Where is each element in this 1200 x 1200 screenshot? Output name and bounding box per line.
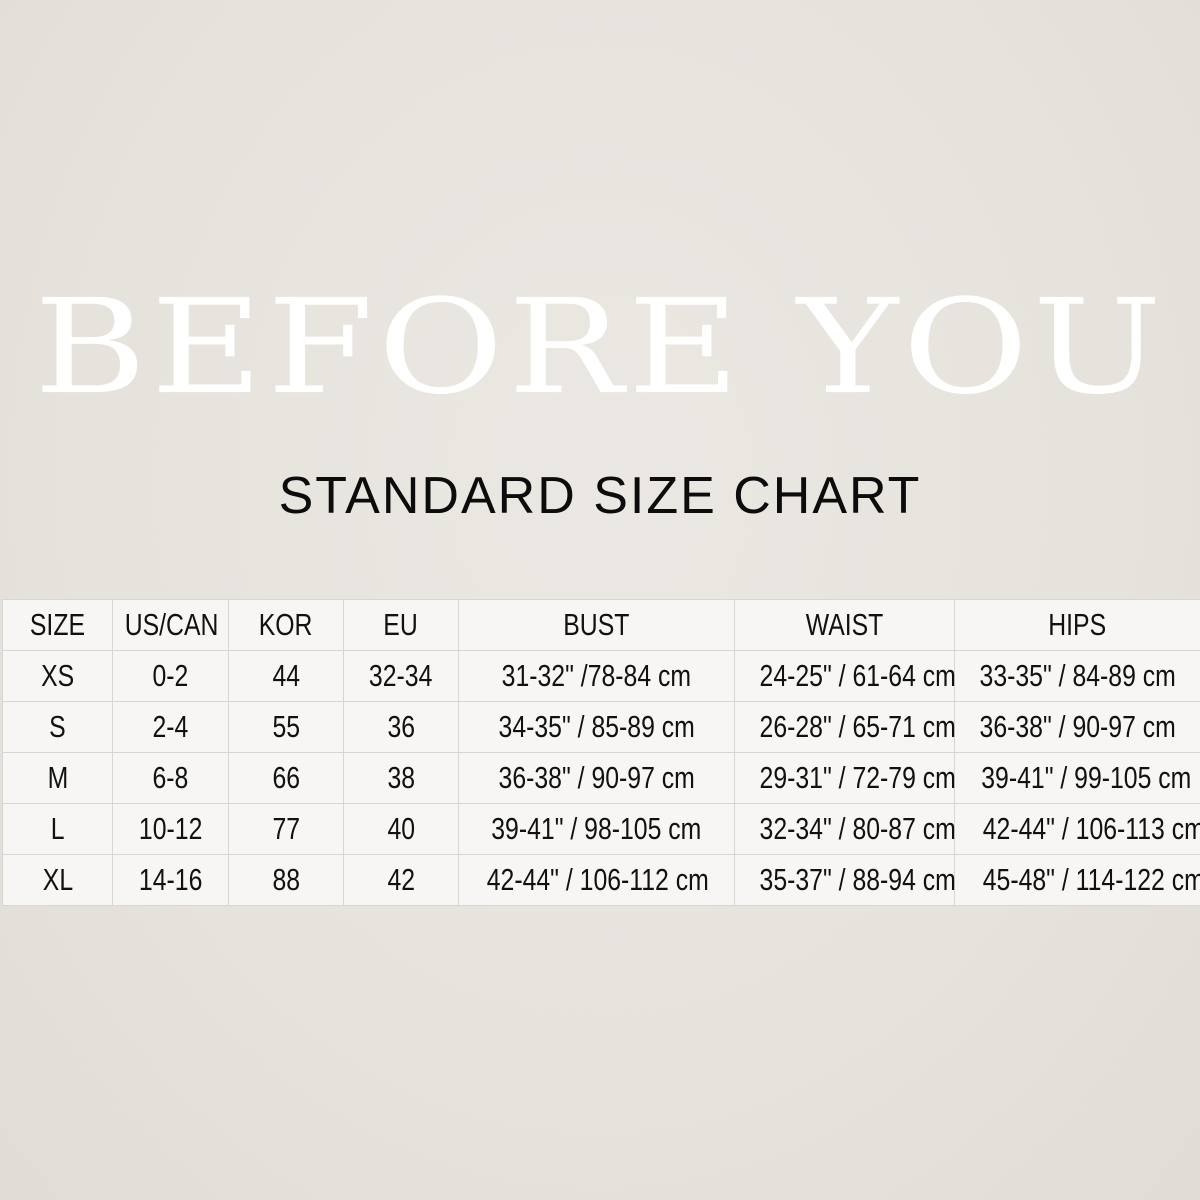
table-cell: 45-48" / 114-122 cm <box>954 854 1200 906</box>
table-cell: 26-28" / 65-71 cm <box>734 701 956 753</box>
cell-text: 32-34 <box>369 658 433 693</box>
brand-logo: BEFORE YOU <box>33 271 1167 424</box>
table-cell: M <box>2 752 113 804</box>
cell-text: 33-35" / 84-89 cm <box>979 658 1176 693</box>
table-cell: 36 <box>343 701 459 753</box>
table-cell: 14-16 <box>112 854 229 906</box>
cell-text: 40 <box>387 811 415 846</box>
table-cell: 40 <box>343 803 459 855</box>
cell-text: 38 <box>387 760 415 795</box>
cell-text: 39-41" / 99-105 cm <box>981 760 1192 795</box>
table-cell: 24-25" / 61-64 cm <box>734 650 956 702</box>
table-cell: 44 <box>228 650 344 702</box>
table-cell: 35-37" / 88-94 cm <box>734 854 956 906</box>
cell-text: 32-34" / 80-87 cm <box>759 811 956 846</box>
cell-text: 0-2 <box>152 658 189 693</box>
cell-text: 26-28" / 65-71 cm <box>759 709 956 744</box>
table-cell: L <box>2 803 113 855</box>
table-cell: 38 <box>343 752 459 804</box>
header-text: HIPS <box>1048 607 1107 642</box>
column-header-bust: BUST <box>458 599 735 651</box>
table-cell: 32-34 <box>343 650 459 702</box>
table-cell: 39-41" / 99-105 cm <box>954 752 1200 804</box>
table-row: XS 0-2 44 32-34 31-32" /78-84 cm 24-25" / 61-… <box>2 650 1200 702</box>
table-header-row: SIZE US/CAN KOR EU BUST WAIST HIPS <box>2 599 1200 651</box>
table-cell: 33-35" / 84-89 cm <box>954 650 1200 702</box>
cell-text: 44 <box>272 658 300 693</box>
cell-text: 29-31" / 72-79 cm <box>759 760 956 795</box>
column-header-waist: WAIST <box>734 599 955 651</box>
table-cell: 10-12 <box>112 803 229 855</box>
cell-text: 36-38" / 90-97 cm <box>979 709 1176 744</box>
table-cell: 39-41" / 98-105 cm <box>458 803 735 855</box>
table-cell: 77 <box>228 803 344 855</box>
cell-text: XL <box>42 862 73 897</box>
table-cell: 6-8 <box>112 752 229 804</box>
page-title: STANDARD SIZE CHART <box>278 467 922 525</box>
table-cell: 29-31" / 72-79 cm <box>734 752 956 804</box>
header-text: EU <box>383 607 419 642</box>
cell-text: 24-25" / 61-64 cm <box>759 658 956 693</box>
table-cell: 42-44" / 106-113 cm <box>954 803 1200 855</box>
table-cell: XS <box>2 650 113 702</box>
cell-text: 77 <box>272 811 300 846</box>
cell-text: 2-4 <box>152 709 189 744</box>
cell-text: 42 <box>387 862 415 897</box>
cell-text: 45-48" / 114-122 cm <box>982 862 1200 897</box>
cell-text: 39-41" / 98-105 cm <box>491 811 702 846</box>
table-cell: 42-44" / 106-112 cm <box>458 854 735 906</box>
header-text: SIZE <box>29 607 86 642</box>
table-cell: 34-35" / 85-89 cm <box>458 701 735 753</box>
header-text: US/CAN <box>124 607 219 642</box>
cell-text: L <box>50 811 65 846</box>
column-header-size: SIZE <box>2 599 113 651</box>
table-row: L 10-12 77 40 39-41" / 98-105 cm 32-34" / 80-… <box>2 803 1200 855</box>
table-cell: 0-2 <box>112 650 229 702</box>
cell-text: 36 <box>387 709 415 744</box>
cell-text: 42-44" / 106-112 cm <box>486 862 709 897</box>
cell-text: 14-16 <box>138 862 203 897</box>
size-chart-table: SIZE US/CAN KOR EU BUST WAIST HIPS XS 0-2 44 32-3… <box>2 599 1200 906</box>
table-cell: 55 <box>228 701 344 753</box>
column-header-hips: HIPS <box>954 599 1200 651</box>
table-cell: 66 <box>228 752 344 804</box>
column-header-kor: KOR <box>228 599 344 651</box>
cell-text: 66 <box>272 760 300 795</box>
cell-text: 31-32" /78-84 cm <box>501 658 692 693</box>
column-header-eu: EU <box>343 599 459 651</box>
table-cell: 88 <box>228 854 344 906</box>
cell-text: 88 <box>272 862 300 897</box>
header-text: BUST <box>563 607 630 642</box>
table-cell: S <box>2 701 113 753</box>
cell-text: 42-44" / 106-113 cm <box>982 811 1200 846</box>
table-cell: 2-4 <box>112 701 229 753</box>
table-cell: 42 <box>343 854 459 906</box>
table-cell: XL <box>2 854 113 906</box>
cell-text: 55 <box>272 709 300 744</box>
table-cell: 31-32" /78-84 cm <box>458 650 735 702</box>
table-cell: 36-38" / 90-97 cm <box>458 752 735 804</box>
cell-text: 10-12 <box>138 811 203 846</box>
cell-text: XS <box>40 658 75 693</box>
column-header-us-can: US/CAN <box>112 599 229 651</box>
cell-text: 35-37" / 88-94 cm <box>759 862 956 897</box>
header-text: KOR <box>259 607 313 642</box>
cell-text: 6-8 <box>152 760 189 795</box>
table-cell: 32-34" / 80-87 cm <box>734 803 956 855</box>
cell-text: 34-35" / 85-89 cm <box>498 709 695 744</box>
table-row: M 6-8 66 38 36-38" / 90-97 cm 29-31" / 72-79 … <box>2 752 1200 804</box>
cell-text: S <box>49 709 66 744</box>
cell-text: M <box>47 760 68 795</box>
table-row: S 2-4 55 36 34-35" / 85-89 cm 26-28" / 65-71 … <box>2 701 1200 753</box>
table-cell: 36-38" / 90-97 cm <box>954 701 1200 753</box>
cell-text: 36-38" / 90-97 cm <box>498 760 695 795</box>
table-row: XL 14-16 88 42 42-44" / 106-112 cm 35-37" / 8… <box>2 854 1200 906</box>
header-text: WAIST <box>805 607 884 642</box>
